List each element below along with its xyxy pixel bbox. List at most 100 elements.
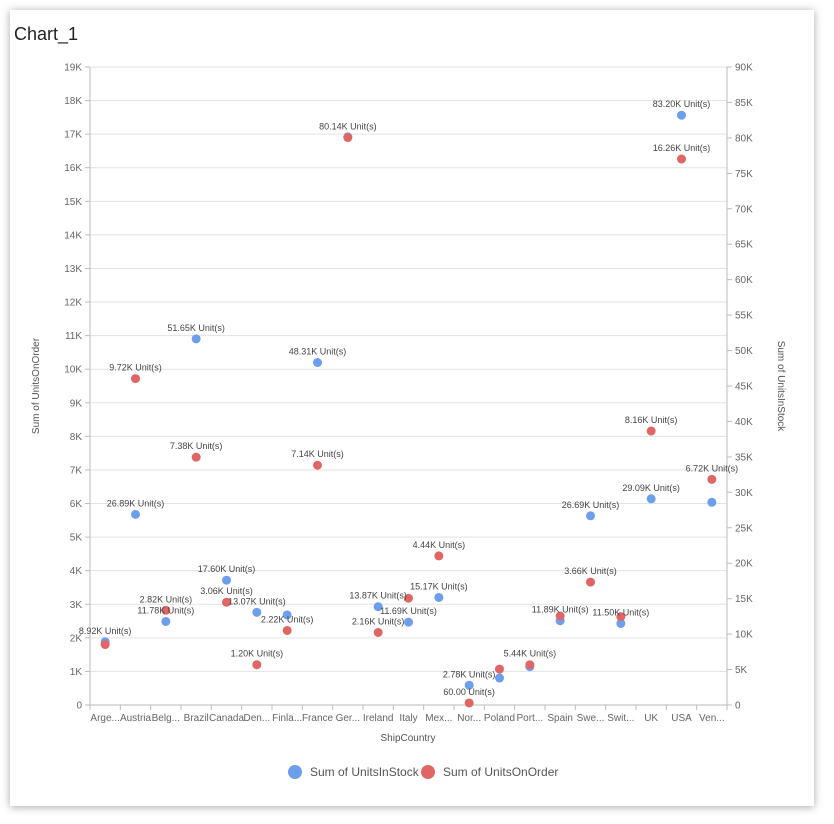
- y-tick-label: 6K: [70, 499, 83, 510]
- x-tick-label: Mex...: [425, 713, 452, 724]
- y-tick-label: 0: [76, 701, 82, 712]
- x-tick-label: UK: [644, 713, 658, 724]
- y2-tick-label: 90K: [735, 63, 753, 74]
- y-tick-label: 7K: [70, 465, 83, 476]
- y-tick-label: 17K: [64, 130, 82, 141]
- y2-tick-label: 80K: [735, 133, 753, 144]
- data-point: [313, 460, 322, 470]
- data-label: 7.14K Unit(s): [291, 449, 344, 459]
- data-label: 11.78K Unit(s): [137, 605, 194, 615]
- data-label: 2.82K Unit(s): [140, 594, 193, 604]
- x-tick-label: Italy: [399, 713, 417, 724]
- data-label: 11.50K Unit(s): [592, 607, 649, 617]
- y2-tick-label: 85K: [735, 98, 753, 109]
- data-point: [161, 616, 171, 626]
- data-label: 26.69K Unit(s): [562, 500, 620, 510]
- data-point: [646, 426, 656, 436]
- y2-tick-label: 65K: [735, 240, 753, 251]
- data-point: [555, 611, 565, 621]
- chart-title: Chart_1: [14, 24, 79, 44]
- data-point: [161, 605, 171, 615]
- data-point: [191, 452, 201, 462]
- x-tick-label: Brazil: [184, 713, 209, 724]
- y-axis-right: 0 5K 10K 15K 20K 25K 30K 35K 40K 45K 50K 55K 60K 65K 7…: [726, 63, 753, 712]
- y-tick-label: 13K: [64, 264, 82, 275]
- data-point: [373, 602, 383, 612]
- y2-tick-label: 50K: [735, 346, 753, 357]
- y2-tick-label: 25K: [735, 523, 753, 534]
- x-tick-label: Canada: [209, 713, 244, 724]
- legend-label[interactable]: Sum of UnitsOnOrder: [443, 765, 558, 779]
- data-label: 15.17K Unit(s): [410, 581, 468, 591]
- y-tick-label: 4K: [70, 566, 83, 577]
- y2-axis-title: Sum of UnitsInStock: [775, 341, 786, 433]
- data-point: [282, 610, 292, 620]
- chart-panel: [10, 10, 814, 806]
- data-label: 60.00 Unit(s): [443, 687, 495, 697]
- y-tick-label: 8K: [70, 432, 83, 443]
- y-tick-label: 12K: [64, 298, 82, 309]
- data-label: 2.16K Unit(s): [352, 616, 405, 626]
- data-point: [707, 474, 717, 484]
- y2-tick-label: 55K: [735, 311, 753, 322]
- data-label: 8.92K Unit(s): [79, 626, 132, 636]
- legend-label[interactable]: Sum of UnitsInStock: [310, 765, 420, 779]
- data-label: 9.72K Unit(s): [109, 363, 162, 373]
- data-label: 5.44K Unit(s): [504, 649, 557, 659]
- x-tick-label: Swe...: [577, 713, 605, 724]
- data-label: 7.38K Unit(s): [170, 441, 223, 451]
- x-tick-label: Den...: [243, 713, 270, 724]
- legend[interactable]: Sum of UnitsInStock Sum of UnitsOnOrder: [288, 765, 558, 779]
- data-point: [586, 577, 595, 587]
- data-label: 3.66K Unit(s): [564, 566, 617, 576]
- data-point: [131, 374, 140, 384]
- x-tick-label: Arge...: [90, 713, 119, 724]
- data-label: 11.69K Unit(s): [380, 606, 437, 616]
- y2-tick-label: 40K: [735, 417, 753, 428]
- y2-tick-label: 15K: [735, 594, 753, 605]
- data-label: 51.65K Unit(s): [167, 323, 225, 333]
- data-point: [313, 358, 322, 368]
- data-label: 4.44K Unit(s): [413, 540, 466, 550]
- data-label: 6.72K Unit(s): [686, 463, 739, 473]
- data-point: [434, 592, 444, 602]
- x-tick-label: Swit...: [607, 713, 634, 724]
- y-tick-label: 19K: [64, 63, 82, 74]
- data-point: [495, 673, 504, 683]
- data-point: [404, 593, 413, 603]
- data-point: [464, 680, 474, 690]
- data-point: [222, 575, 231, 585]
- data-label: 80.14K Unit(s): [319, 122, 377, 132]
- x-tick-label: Poland: [484, 713, 515, 724]
- data-label: 48.31K Unit(s): [289, 347, 347, 357]
- data-point: [525, 660, 535, 670]
- data-label: 11.89K Unit(s): [532, 605, 589, 615]
- y2-tick-label: 20K: [735, 559, 753, 570]
- data-point: [404, 617, 413, 627]
- data-point: [616, 618, 626, 628]
- grid-lines: [90, 66, 727, 706]
- x-tick-label: Belg...: [152, 713, 180, 724]
- data-label: 13.07K Unit(s): [228, 596, 286, 606]
- data-point: [373, 627, 383, 637]
- data-point: [616, 612, 626, 622]
- y2-tick-label: 5K: [735, 665, 748, 676]
- data-point: [434, 551, 444, 561]
- y2-tick-label: 0: [735, 701, 741, 712]
- x-axis: Arge... Austria Belg... Brazil Canada Den... F…: [89, 705, 728, 724]
- y-tick-label: 9K: [70, 398, 83, 409]
- y2-tick-label: 75K: [735, 169, 753, 180]
- y-tick-label: 5K: [70, 533, 83, 544]
- data-point: [586, 511, 595, 521]
- data-point: [222, 597, 231, 607]
- data-point: [131, 509, 140, 519]
- data-label: 2.78K Unit(s): [443, 669, 496, 679]
- data-points: [100, 110, 717, 708]
- y2-tick-label: 35K: [735, 452, 753, 463]
- y-tick-label: 2K: [70, 633, 83, 644]
- data-point: [646, 494, 656, 504]
- data-label: 26.89K Unit(s): [107, 498, 165, 508]
- data-point: [707, 497, 717, 507]
- x-axis-title: ShipCountry: [380, 733, 435, 744]
